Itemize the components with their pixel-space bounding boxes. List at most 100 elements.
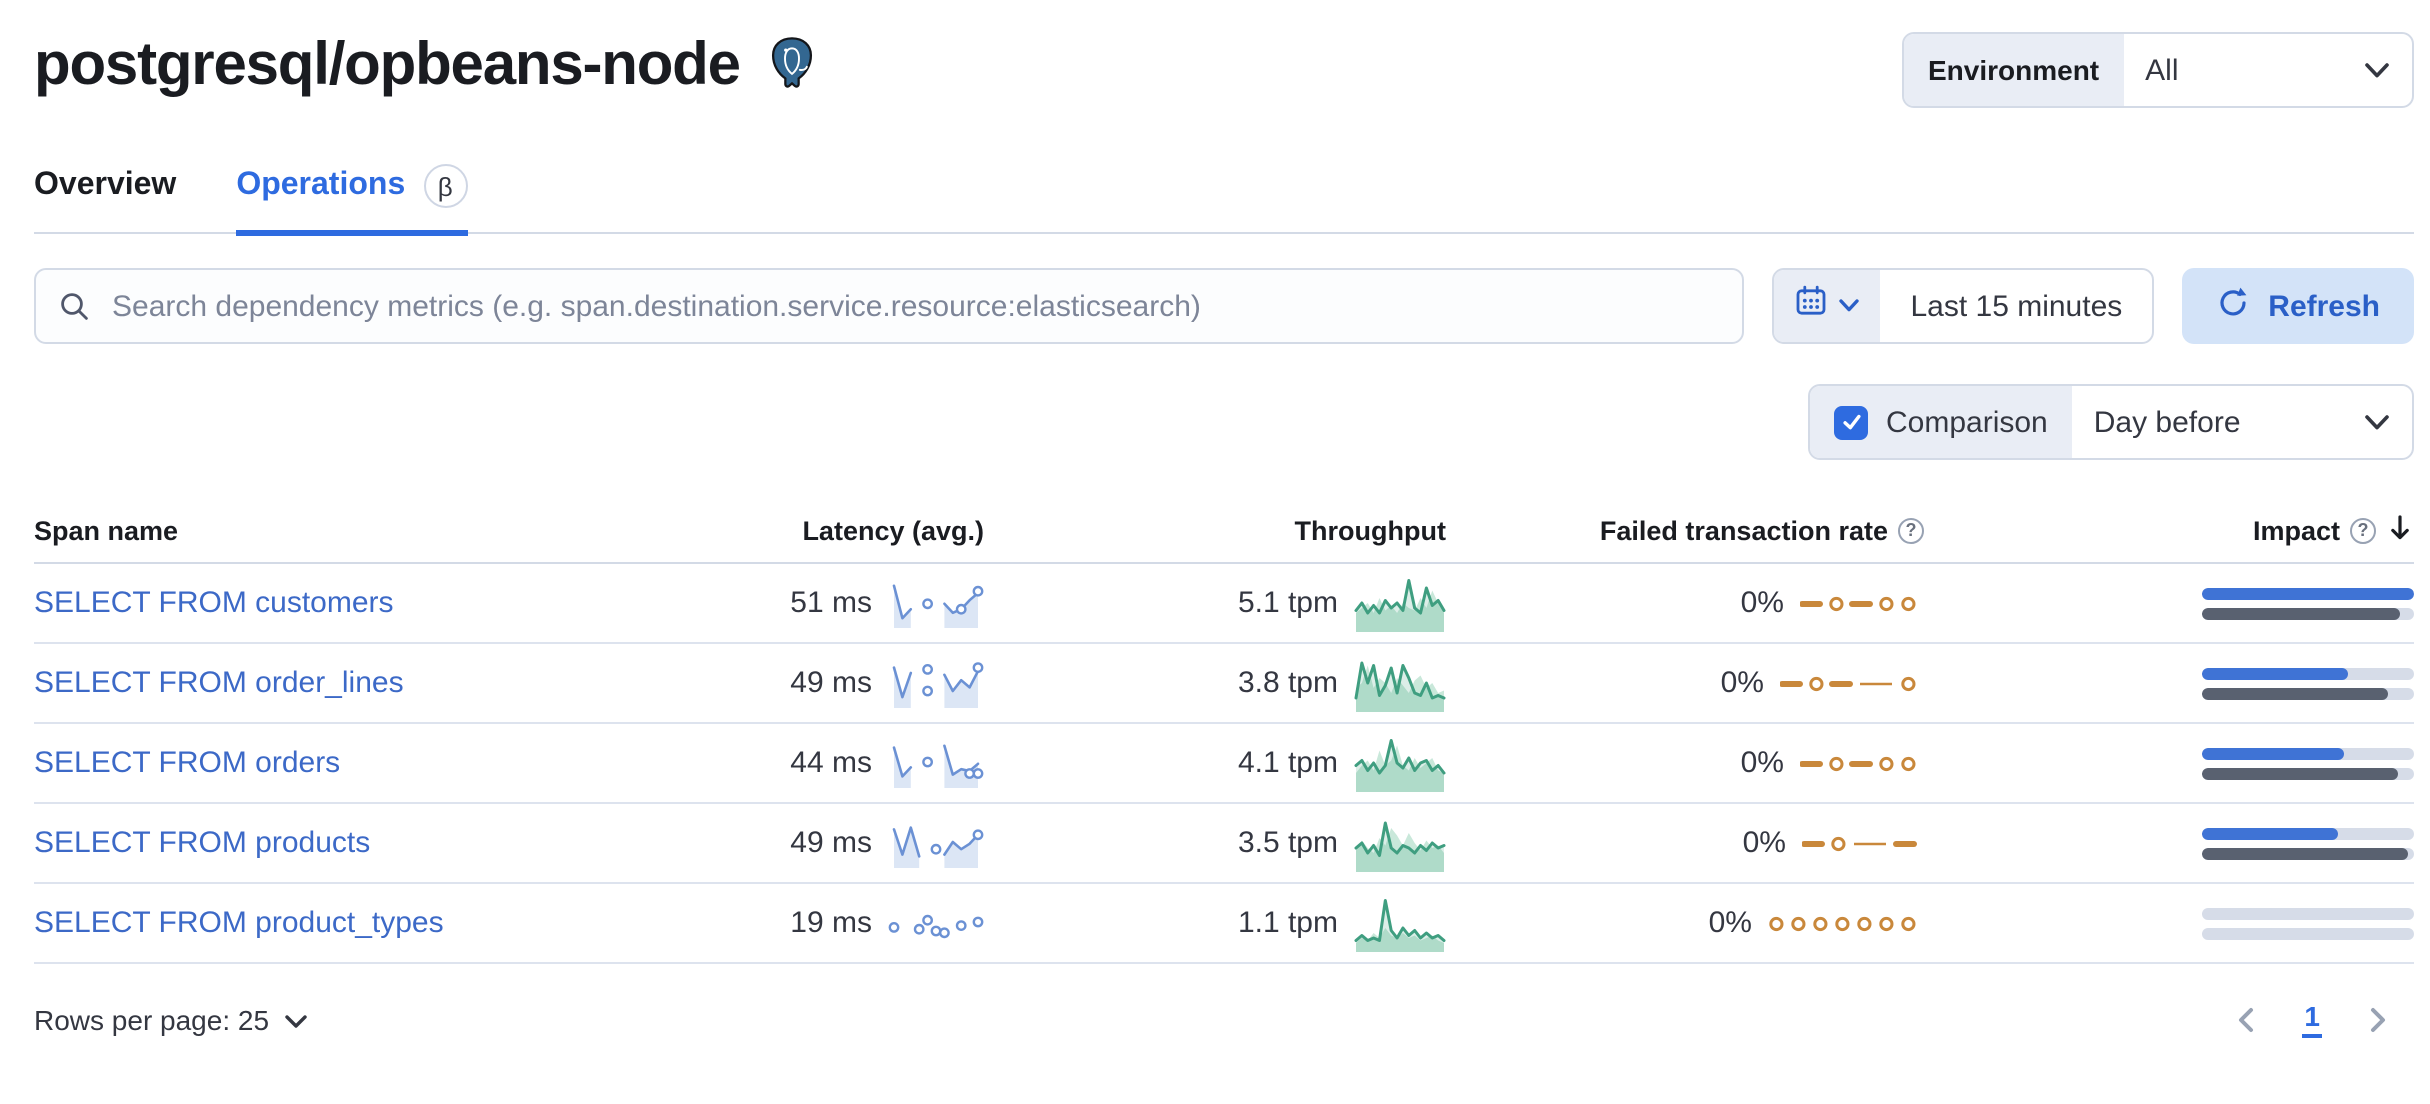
- latency-cell: 51 ms: [534, 577, 984, 629]
- column-header-impact[interactable]: Impact ?: [1924, 514, 2414, 548]
- comparison-checkbox[interactable]: [1834, 405, 1868, 439]
- comparison-select[interactable]: Day before: [2072, 386, 2412, 458]
- refresh-icon: [2216, 285, 2250, 327]
- impact-bar-previous: [2202, 767, 2414, 779]
- latency-value: 19 ms: [790, 906, 872, 940]
- search-icon: [58, 290, 92, 334]
- latency-value: 49 ms: [790, 826, 872, 860]
- time-range-button[interactable]: Last 15 minutes: [1910, 289, 2123, 323]
- failed-rate-cell: 0%: [1446, 906, 1924, 940]
- impact-bar-current-fill: [2202, 827, 2338, 839]
- environment-label: Environment: [1904, 34, 2124, 106]
- throughput-cell: 5.1 tpm: [984, 573, 1446, 633]
- impact-bars: [2202, 907, 2414, 939]
- failed-rate-sparkline: [1800, 755, 1916, 771]
- throughput-value: 3.8 tpm: [1237, 666, 1338, 700]
- controls-row: Last 15 minutes Refresh: [34, 268, 2414, 344]
- impact-bar-previous: [2202, 847, 2414, 859]
- throughput-value: 4.1 tpm: [1237, 746, 1338, 780]
- failed-rate-value: 0%: [1720, 666, 1764, 700]
- throughput-sparkline: [1354, 898, 1446, 951]
- failed-rate-cell: 0%: [1446, 826, 1924, 860]
- chevron-down-icon: [2364, 53, 2390, 87]
- comparison-label: Comparison: [1886, 405, 2048, 439]
- failed-rate-sparkline: [1780, 675, 1916, 691]
- throughput-value: 1.1 tpm: [1237, 906, 1338, 940]
- page-number-1[interactable]: 1: [2302, 1000, 2322, 1038]
- span-name-link[interactable]: SELECT FROM customers: [34, 585, 394, 619]
- span-name-cell: SELECT FROM products: [34, 825, 534, 861]
- search-input[interactable]: [36, 270, 1743, 342]
- table-body: SELECT FROM customers 51 ms 5.1 tpm 0% SELEC…: [34, 564, 2414, 964]
- span-name-cell: SELECT FROM orders: [34, 745, 534, 781]
- failed-rate-sparkline: [1769, 915, 1916, 931]
- span-name-cell: SELECT FROM order_lines: [34, 665, 534, 701]
- refresh-button[interactable]: Refresh: [2182, 268, 2414, 344]
- impact-bars: [2202, 667, 2414, 699]
- tab-overview[interactable]: Overview: [34, 168, 177, 202]
- comparison-control: Comparison Day before: [1808, 384, 2414, 460]
- chevron-down-icon: [283, 1003, 307, 1035]
- impact-cell: [1924, 747, 2414, 779]
- latency-cell: 19 ms: [534, 897, 984, 949]
- failed-rate-cell: 0%: [1446, 746, 1924, 780]
- impact-bar-current-fill: [2202, 587, 2414, 599]
- latency-value: 44 ms: [790, 746, 872, 780]
- page-header: postgresql/opbeans-node Environment All: [34, 32, 2414, 108]
- previous-page-button[interactable]: [2234, 1005, 2262, 1033]
- column-header-latency[interactable]: Latency (avg.): [802, 516, 984, 546]
- impact-bar-previous: [2202, 687, 2414, 699]
- throughput-value: 5.1 tpm: [1237, 586, 1338, 620]
- failed-rate-cell: 0%: [1446, 666, 1924, 700]
- date-quick-select-button[interactable]: [1774, 270, 1881, 342]
- latency-cell: 49 ms: [534, 657, 984, 709]
- impact-bar-previous-fill: [2202, 767, 2398, 779]
- calendar-icon: [1794, 284, 1828, 328]
- latency-cell: 49 ms: [534, 817, 984, 869]
- throughput-cell: 3.5 tpm: [984, 813, 1446, 873]
- latency-sparkline: [892, 825, 984, 867]
- table-header-row: Span name Latency (avg.) Throughput Fail…: [34, 500, 2414, 564]
- span-name-link[interactable]: SELECT FROM product_types: [34, 905, 444, 939]
- impact-bar-current: [2202, 587, 2414, 599]
- impact-cell: [1924, 587, 2414, 619]
- page-title: postgresql/opbeans-node: [34, 32, 741, 98]
- span-name-link[interactable]: SELECT FROM order_lines: [34, 665, 404, 699]
- postgresql-elephant-icon: [764, 33, 820, 99]
- throughput-cell: 3.8 tpm: [984, 653, 1446, 713]
- impact-cell: [1924, 667, 2414, 699]
- throughput-sparkline: [1354, 660, 1446, 711]
- impact-bar-current: [2202, 907, 2414, 919]
- failed-rate-value: 0%: [1742, 826, 1786, 860]
- impact-bars: [2202, 747, 2414, 779]
- impact-bar-current: [2202, 827, 2414, 839]
- throughput-value: 3.5 tpm: [1237, 826, 1338, 860]
- throughput-cell: 1.1 tpm: [984, 893, 1446, 953]
- impact-bar-current: [2202, 667, 2414, 679]
- span-name-link[interactable]: SELECT FROM orders: [34, 745, 341, 779]
- table-row: SELECT FROM product_types 19 ms 1.1 tpm 0%: [34, 884, 2414, 964]
- impact-bar-previous-fill: [2202, 607, 2400, 619]
- latency-cell: 44 ms: [534, 737, 984, 789]
- column-header-throughput[interactable]: Throughput: [1294, 516, 1446, 546]
- span-name-cell: SELECT FROM product_types: [34, 905, 534, 941]
- column-header-failed-rate[interactable]: Failed transaction rate ?: [1446, 516, 1924, 546]
- environment-select[interactable]: Environment All: [1902, 32, 2414, 108]
- impact-bar-previous-fill: [2202, 687, 2389, 699]
- latency-value: 51 ms: [790, 586, 872, 620]
- latency-value: 49 ms: [790, 666, 872, 700]
- table-row: SELECT FROM order_lines 49 ms 3.8 tpm 0%: [34, 644, 2414, 724]
- failed-rate-cell: 0%: [1446, 586, 1924, 620]
- latency-sparkline: [892, 583, 984, 627]
- impact-cell: [1924, 827, 2414, 859]
- failed-rate-sparkline: [1800, 595, 1916, 611]
- tab-operations[interactable]: Operations β: [236, 164, 468, 236]
- span-name-link[interactable]: SELECT FROM products: [34, 825, 371, 859]
- next-page-button[interactable]: [2362, 1005, 2390, 1033]
- impact-bars: [2202, 587, 2414, 619]
- latency-sparkline: [892, 661, 984, 707]
- rows-per-page-button[interactable]: Rows per page: 25: [34, 1003, 307, 1035]
- environment-value: All: [2145, 53, 2179, 87]
- table-row: SELECT FROM products 49 ms 3.5 tpm 0%: [34, 804, 2414, 884]
